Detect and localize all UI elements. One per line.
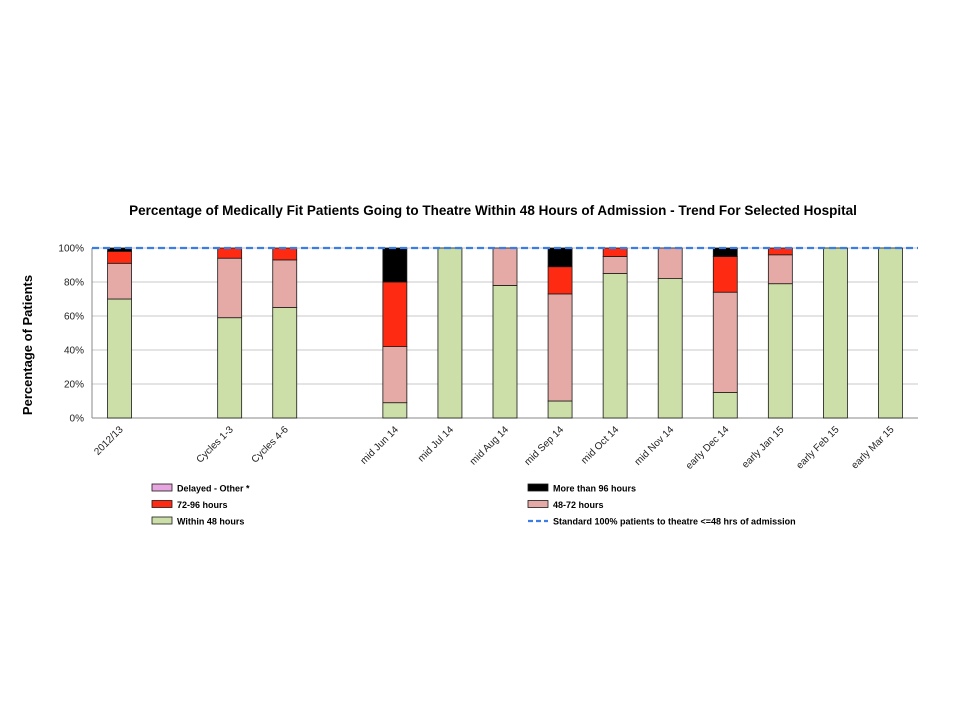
legend-swatch: [527, 500, 549, 508]
legend-swatch: [151, 516, 173, 525]
bar-segment: [107, 262, 132, 300]
bar-segment: [217, 247, 243, 259]
bar-segment: [492, 284, 518, 419]
x-tick-label: Cycles 4-6: [250, 424, 291, 465]
bar-segment: [217, 257, 243, 319]
legend-label: Delayed - Other *: [177, 484, 250, 494]
bar-segment: [712, 247, 738, 257]
bar-segment: [382, 281, 408, 347]
y-tick-label: 100%: [58, 244, 84, 255]
x-tick-label: mid Sep 14: [523, 424, 567, 468]
bar-segment: [878, 247, 903, 419]
x-tick-label: mid Jun 14: [359, 424, 402, 467]
y-tick-label: 40%: [64, 346, 84, 357]
bar-segment: [107, 298, 132, 419]
y-axis-ticks: 0% 20% 40% 60% 80% 100%: [58, 244, 84, 425]
x-tick-label: mid Aug 14: [468, 424, 511, 467]
bar-segment: [657, 247, 683, 280]
y-axis-label: Percentage of Patients: [20, 275, 35, 415]
bar-segment: [547, 293, 573, 402]
y-tick-label: 20%: [64, 380, 84, 391]
bar-segment: [767, 254, 793, 285]
bar-segment: [712, 291, 738, 393]
legend-label: 48-72 hours: [553, 500, 604, 510]
legend-swatch: [151, 483, 173, 492]
x-tick-label: early Feb 15: [794, 424, 841, 471]
bar-segment: [272, 247, 298, 261]
y-tick-label: 0%: [70, 414, 85, 425]
x-tick-label: early Mar 15: [850, 424, 897, 471]
bar-segment: [437, 247, 463, 419]
bar-segment: [382, 247, 408, 283]
bar-segment: [272, 307, 298, 419]
legend: Delayed - Other * 72-96 hours Within 48 ho…: [151, 483, 796, 527]
bar-segment: [382, 346, 408, 404]
bar-segment: [547, 400, 573, 419]
chart-title: Percentage of Medically Fit Patients Goi…: [129, 203, 857, 218]
legend-label: Within 48 hours: [177, 517, 244, 527]
bar-segment: [767, 283, 793, 419]
bar-segment: [602, 256, 628, 274]
x-tick-label: 2012/13: [92, 424, 126, 458]
legend-label: More than 96 hours: [553, 484, 636, 494]
x-tick-label: mid Oct 14: [579, 424, 621, 466]
x-tick-label: Cycles 1-3: [195, 424, 236, 465]
bar-segment: [712, 392, 738, 419]
bars: [107, 247, 903, 419]
legend-label: 72-96 hours: [177, 500, 228, 510]
bar-segment: [382, 402, 408, 419]
x-tick-label: mid Nov 14: [633, 424, 677, 468]
x-tick-label: early Jan 15: [740, 424, 787, 471]
bar-segment: [547, 266, 573, 295]
legend-swatch: [527, 483, 549, 492]
bar-segment: [657, 278, 683, 419]
x-tick-label: early Dec 14: [684, 424, 732, 472]
legend-swatch: [151, 500, 173, 508]
bar-segment: [602, 247, 628, 257]
bar-segment: [272, 259, 298, 308]
bar-segment: [712, 256, 738, 293]
x-tick-label: mid Jul 14: [416, 424, 456, 464]
x-axis-ticks: 2012/13 Cycles 1-3 Cycles 4-6 mid Jun 14 mid…: [92, 424, 897, 472]
y-tick-label: 60%: [64, 312, 84, 323]
legend-label: Standard 100% patients to theatre <=48 h…: [553, 517, 796, 527]
bar-segment: [602, 273, 628, 419]
bar-segment: [547, 247, 573, 268]
y-tick-label: 80%: [64, 278, 84, 289]
bar-segment: [217, 317, 243, 419]
bar-segment: [823, 247, 848, 419]
bar-segment: [492, 247, 518, 286]
bar-segment: [107, 250, 132, 264]
